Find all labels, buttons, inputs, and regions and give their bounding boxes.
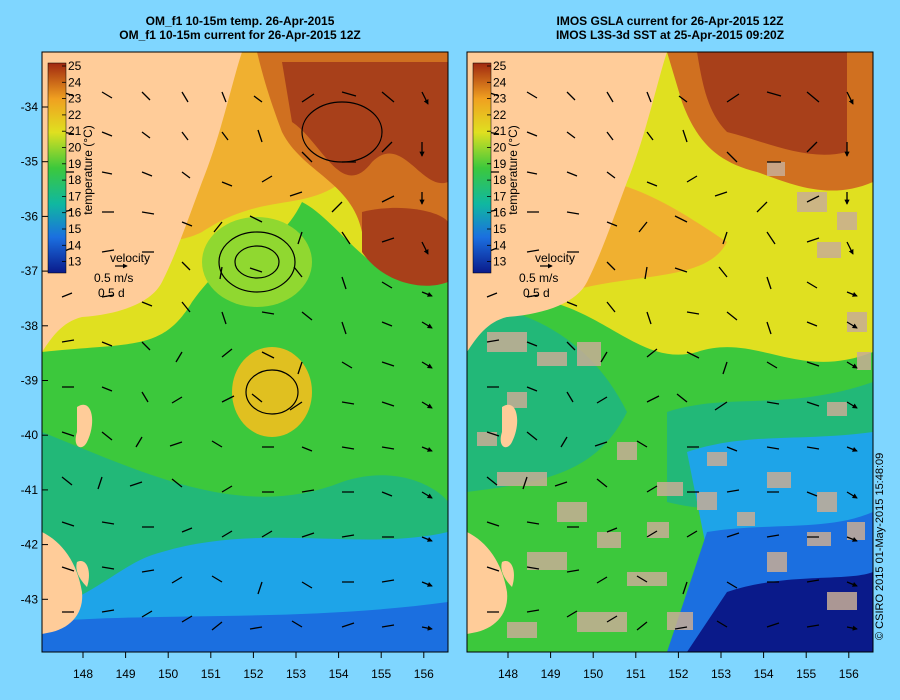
longitude-tick-label: 148 <box>73 667 93 681</box>
longitude-tick-label: 151 <box>201 667 221 681</box>
right-longitude-ticks: 148 149 150 151 152 153 154 155 156 <box>498 652 859 681</box>
left-velocity-label: velocity <box>110 251 150 265</box>
left-latitude-ticks: -34 -35 -36 -37 -38 -39 -40 -41 -42 -43 <box>21 100 48 606</box>
colorbar-tick-label: 23 <box>493 92 507 106</box>
right-map-area <box>467 52 873 652</box>
left-title-line1: OM_f1 10-15m temp. 26-Apr-2015 <box>145 14 335 28</box>
longitude-tick-label: 156 <box>839 667 859 681</box>
latitude-tick-label: -41 <box>21 483 39 497</box>
latitude-tick-label: -39 <box>21 374 39 388</box>
left-colorbar-ticks: 25 24 23 22 21 20 19 18 17 16 15 14 13 <box>62 59 82 269</box>
left-colorbar <box>47 62 67 274</box>
latitude-tick-label: -42 <box>21 538 39 552</box>
latitude-tick-label: -36 <box>21 209 39 223</box>
latitude-tick-label: -37 <box>21 264 39 278</box>
right-colorbar-label: temperature (°C) <box>506 125 520 215</box>
longitude-tick-label: 153 <box>286 667 306 681</box>
left-map-panel: 25 24 23 22 21 20 19 18 17 16 15 14 13 temperature (… <box>21 51 449 681</box>
colorbar-tick-label: 21 <box>493 124 507 138</box>
longitude-tick-label: 148 <box>498 667 518 681</box>
longitude-tick-label: 155 <box>796 667 816 681</box>
longitude-tick-label: 152 <box>668 667 688 681</box>
latitude-tick-label: -38 <box>21 319 39 333</box>
colorbar-tick-label: 22 <box>68 108 82 122</box>
right-velocity-legend: velocity 0.5 m/s 0.5 d <box>519 251 575 300</box>
colorbar-tick-label: 17 <box>493 189 507 203</box>
colorbar-tick-label: 15 <box>68 222 82 236</box>
colorbar-tick-label: 18 <box>68 173 82 187</box>
colorbar-tick-label: 22 <box>493 108 507 122</box>
right-map-frame <box>466 51 874 653</box>
colorbar-tick-label: 20 <box>493 141 507 155</box>
colorbar-tick-label: 20 <box>68 141 82 155</box>
longitude-tick-label: 149 <box>116 667 136 681</box>
longitude-tick-label: 151 <box>626 667 646 681</box>
left-velocity-legend: velocity 0.5 m/s 0.5 d <box>94 251 150 300</box>
left-longitude-ticks: 148 149 150 151 152 153 154 155 156 <box>73 652 434 681</box>
colorbar-tick-label: 13 <box>68 255 82 269</box>
colorbar-tick-label: 18 <box>493 173 507 187</box>
colorbar-tick-label: 23 <box>68 92 82 106</box>
colorbar-tick-label: 13 <box>493 255 507 269</box>
right-velocity-label: velocity <box>535 251 575 265</box>
latitude-tick-label: -34 <box>21 100 39 114</box>
left-panel-title: OM_f1 10-15m temp. 26-Apr-2015 OM_f1 10-… <box>30 14 450 42</box>
right-colorbar-ticks: 25 24 23 22 21 20 19 18 17 16 15 14 13 <box>487 59 507 269</box>
copyright-text: © CSIRO 2015 01-May-2015 15:48:09 <box>874 452 886 640</box>
latitude-tick-label: -40 <box>21 428 39 442</box>
left-velocity-speed: 0.5 m/s <box>94 271 133 285</box>
colorbar-tick-label: 16 <box>68 206 82 220</box>
right-colorbar <box>472 62 492 274</box>
colorbar-tick-label: 16 <box>493 206 507 220</box>
latitude-tick-label: -43 <box>21 592 39 606</box>
colorbar-tick-label: 17 <box>68 189 82 203</box>
right-map-panel: 25 24 23 22 21 20 19 18 17 16 15 14 13 temperature (… <box>466 51 874 681</box>
left-map-frame <box>41 51 449 653</box>
longitude-tick-label: 154 <box>754 667 774 681</box>
colorbar-tick-label: 15 <box>493 222 507 236</box>
colorbar-tick-label: 25 <box>493 59 507 73</box>
right-velocity-time: 0.5 d <box>523 286 550 300</box>
colorbar-tick-label: 14 <box>68 238 82 252</box>
left-title-line2: OM_f1 10-15m current for 26-Apr-2015 12Z <box>119 28 361 42</box>
right-title-line2: IMOS L3S-3d SST at 25-Apr-2015 09:20Z <box>555 28 785 42</box>
longitude-tick-label: 156 <box>414 667 434 681</box>
longitude-tick-label: 154 <box>329 667 349 681</box>
colorbar-tick-label: 14 <box>493 238 507 252</box>
longitude-tick-label: 155 <box>371 667 391 681</box>
longitude-tick-label: 152 <box>243 667 263 681</box>
colorbar-tick-label: 19 <box>68 157 82 171</box>
colorbar-tick-label: 19 <box>493 157 507 171</box>
colorbar-tick-label: 24 <box>493 75 507 89</box>
latitude-tick-label: -35 <box>21 155 39 169</box>
colorbar-tick-label: 25 <box>68 59 82 73</box>
colorbar-tick-label: 24 <box>68 75 82 89</box>
right-velocity-speed: 0.5 m/s <box>519 271 558 285</box>
right-title-line1: IMOS GSLA current for 26-Apr-2015 12Z <box>556 14 784 28</box>
left-map-area <box>42 52 448 652</box>
right-panel-title: IMOS GSLA current for 26-Apr-2015 12Z IM… <box>460 14 880 42</box>
longitude-tick-label: 149 <box>541 667 561 681</box>
longitude-tick-label: 153 <box>711 667 731 681</box>
left-colorbar-label: temperature (°C) <box>81 125 95 215</box>
left-velocity-time: 0.5 d <box>98 286 125 300</box>
longitude-tick-label: 150 <box>583 667 603 681</box>
colorbar-tick-label: 21 <box>68 124 82 138</box>
longitude-tick-label: 150 <box>158 667 178 681</box>
